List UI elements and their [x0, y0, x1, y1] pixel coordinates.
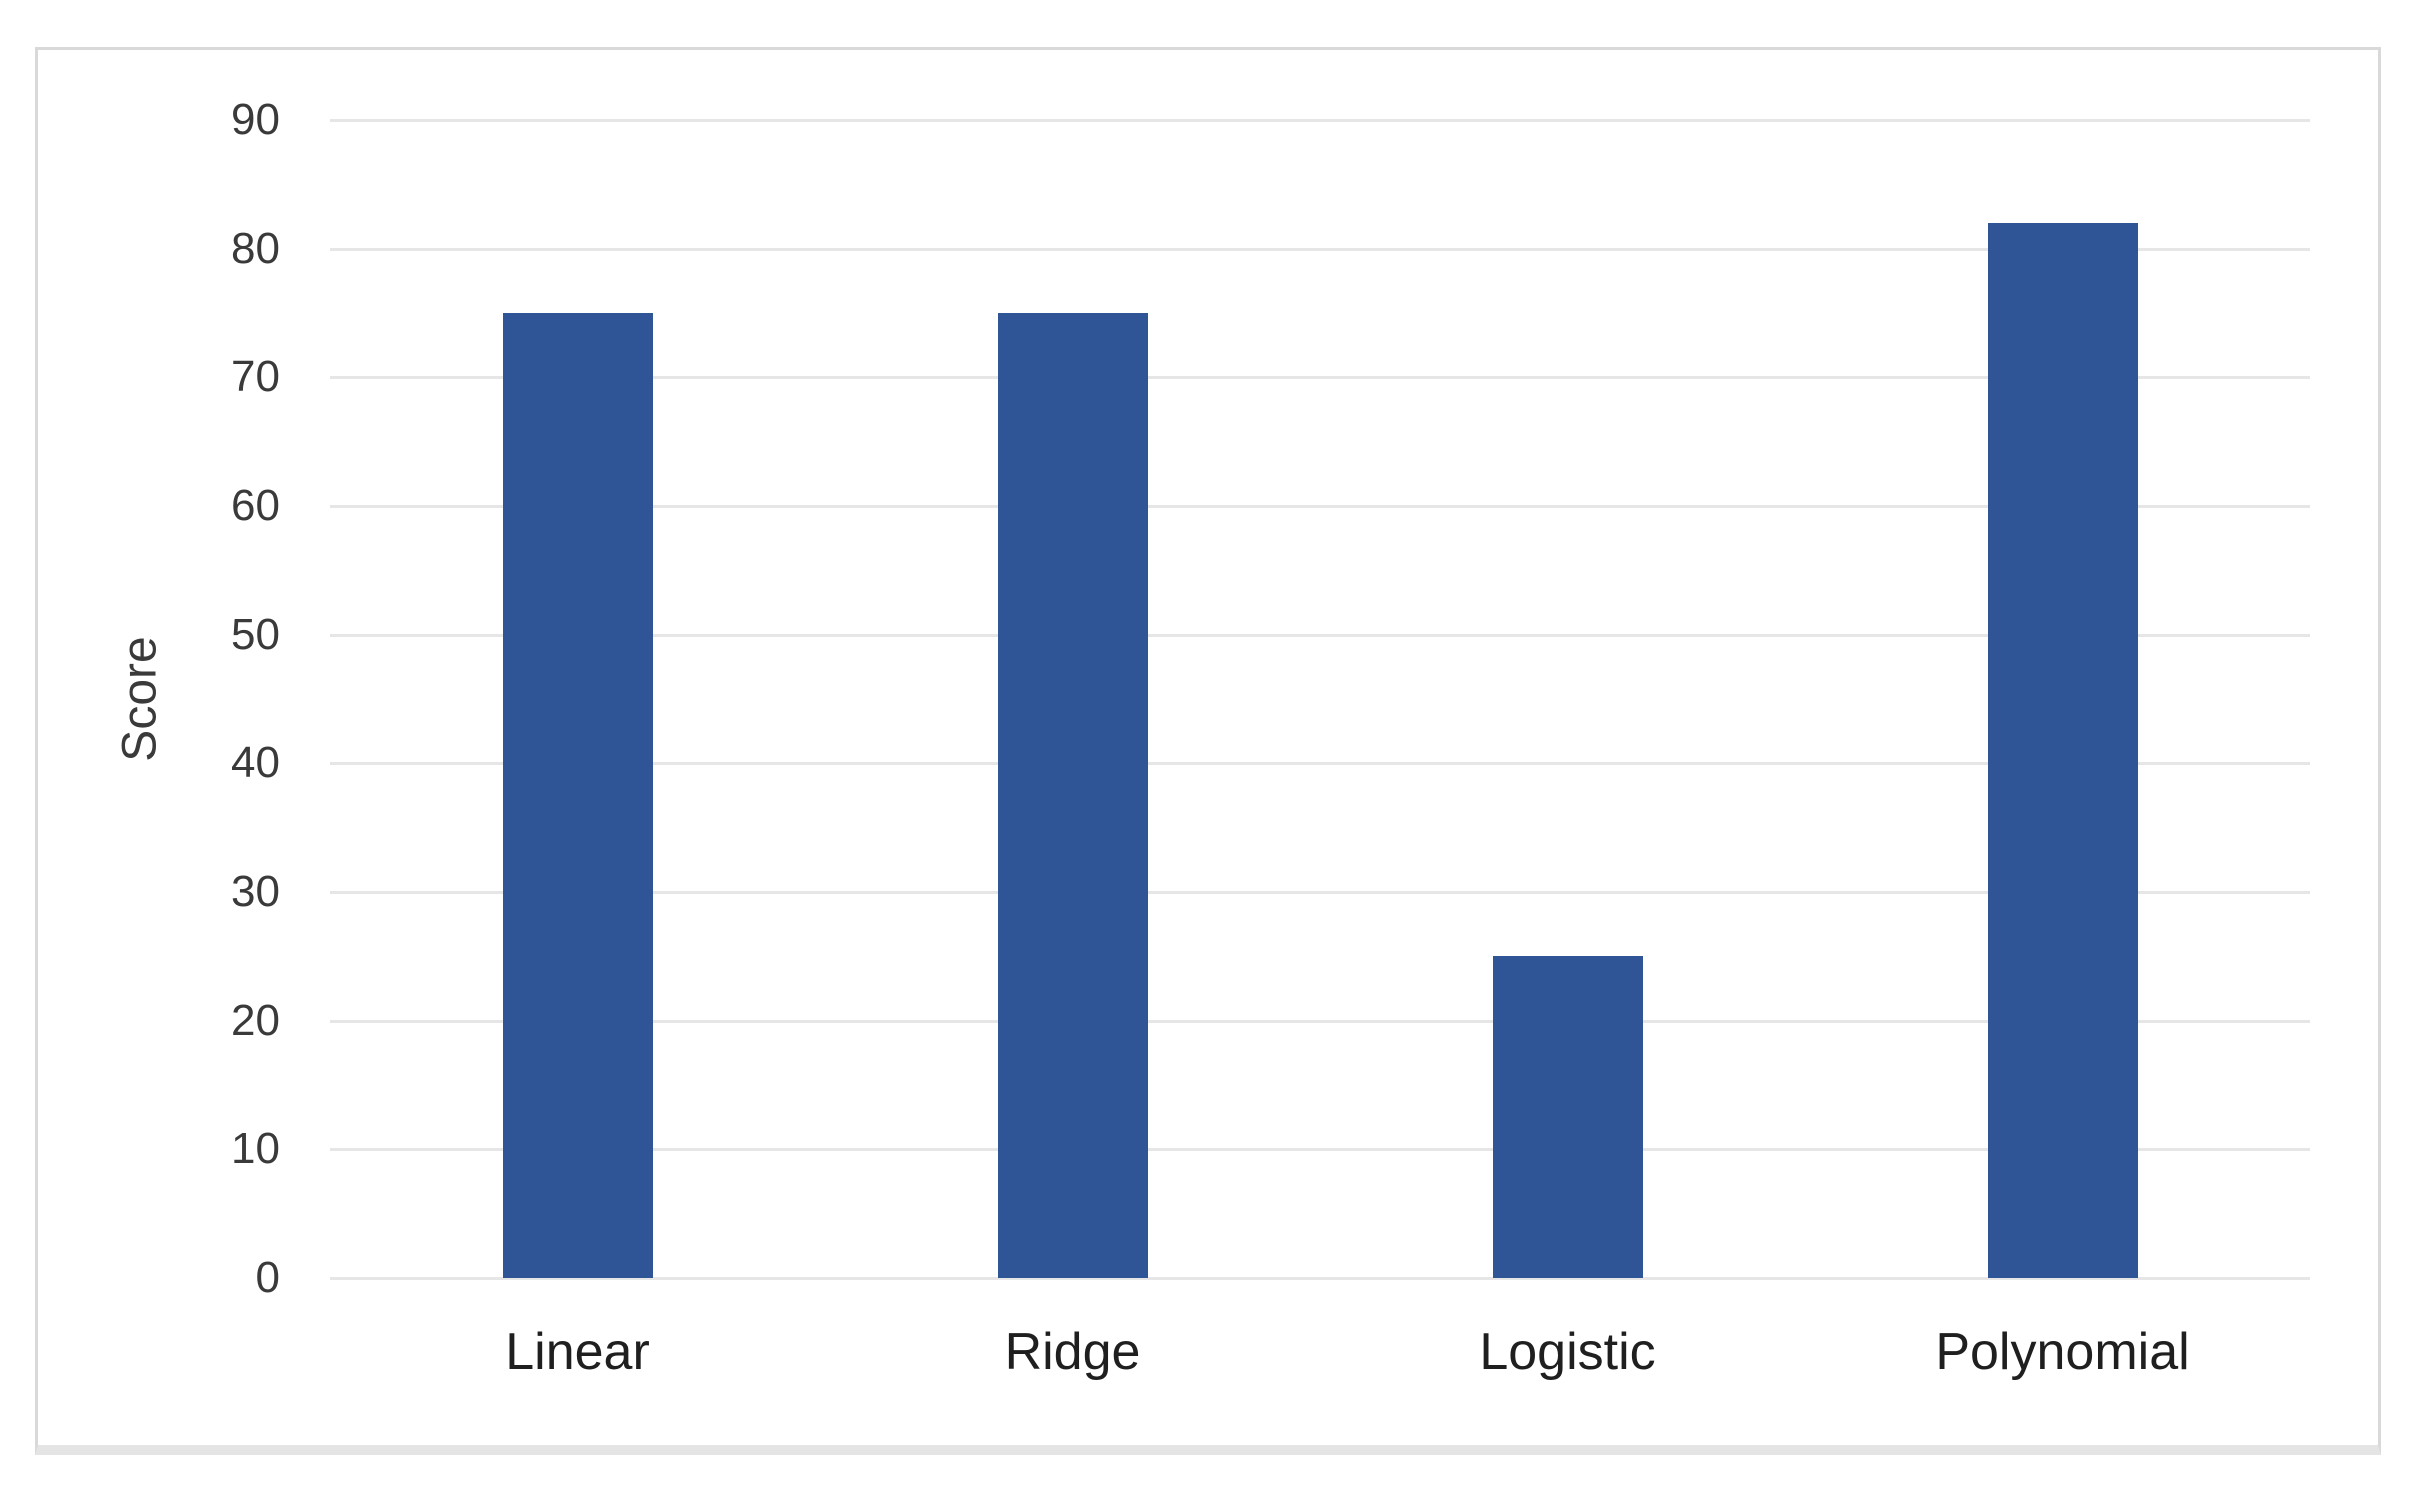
- gridline-y-60: [330, 505, 2310, 508]
- gridline-y-20: [330, 1019, 2310, 1023]
- y-tick-label-60: 60: [231, 481, 280, 530]
- y-tick-label-50: 50: [231, 609, 280, 659]
- bar-linear: [502, 313, 653, 1278]
- bar-polynomial: [1987, 222, 2138, 1278]
- y-tick-label-20: 20: [231, 995, 280, 1045]
- bar-logistic: [1492, 956, 1643, 1278]
- x-axis-label-logistic: Logistic: [1479, 1323, 1656, 1381]
- gridline-y-80: [330, 247, 2310, 251]
- y-tick-label-10: 10: [231, 1124, 280, 1174]
- bar-ridge: [997, 313, 1148, 1278]
- y-tick-label-90: 90: [231, 95, 280, 144]
- y-tick-label-30: 30: [231, 867, 280, 916]
- gridline-y-70: [330, 376, 2310, 380]
- y-tick-label-80: 80: [231, 223, 280, 273]
- y-tick-label-0: 0: [255, 1253, 280, 1302]
- gridline-y-10: [330, 1148, 2310, 1152]
- gridline-y-30: [330, 891, 2310, 894]
- gridline-y-40: [330, 762, 2310, 766]
- x-axis-label-ridge: Ridge: [1004, 1323, 1141, 1381]
- y-tick-label-40: 40: [231, 738, 280, 788]
- y-tick-label-70: 70: [231, 352, 280, 402]
- x-axis-label-polynomial: Polynomial: [1935, 1323, 2190, 1381]
- plot-area: [330, 119, 2310, 1280]
- gridline-y-0: [330, 1277, 2310, 1280]
- gridline-y-50: [330, 633, 2310, 637]
- x-axis-label-linear: Linear: [505, 1323, 650, 1381]
- gridline-y-90: [330, 119, 2310, 122]
